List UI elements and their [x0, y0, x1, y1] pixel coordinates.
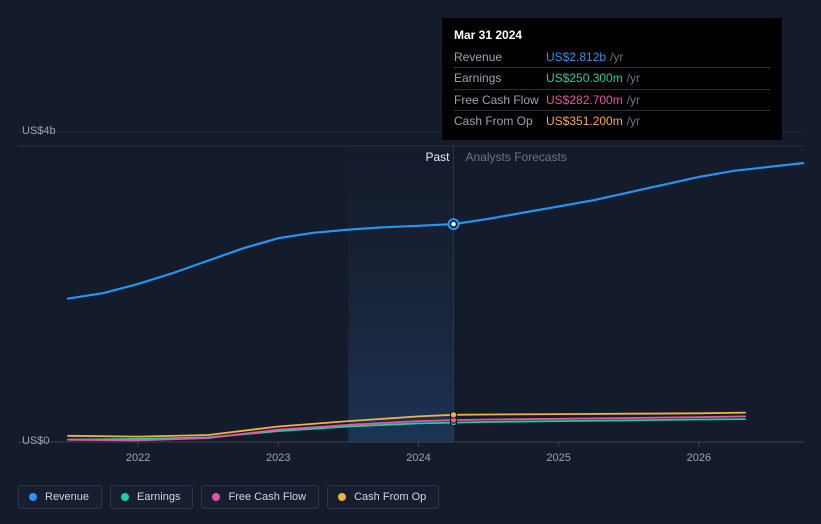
tooltip-row-label: Revenue	[454, 48, 546, 67]
tooltip-row-unit: /yr	[627, 112, 640, 131]
y-axis-label: US$0	[22, 435, 50, 447]
tooltip-row-label: Earnings	[454, 69, 546, 88]
tooltip-row: Cash From OpUS$351.200m/yr	[454, 110, 770, 132]
legend-dot-icon	[212, 493, 220, 501]
tooltip-rows: RevenueUS$2.812b/yrEarningsUS$250.300m/y…	[454, 47, 770, 132]
tooltip-row-value: US$351.200m	[546, 112, 623, 131]
tooltip-row: EarningsUS$250.300m/yr	[454, 67, 770, 89]
legend-dot-icon	[338, 493, 346, 501]
legend-item-fcf[interactable]: Free Cash Flow	[201, 485, 319, 509]
tooltip-row-unit: /yr	[610, 48, 623, 67]
tooltip-date: Mar 31 2024	[454, 26, 770, 45]
x-axis-label: 2026	[687, 452, 711, 464]
legend: Revenue Earnings Free Cash Flow Cash From O…	[18, 485, 439, 509]
x-axis-label: 2022	[126, 452, 150, 464]
tooltip-row-value: US$250.300m	[546, 69, 623, 88]
tooltip-row-value: US$2.812b	[546, 48, 606, 67]
tooltip-row-value: US$282.700m	[546, 91, 623, 110]
legend-item-revenue[interactable]: Revenue	[18, 485, 102, 509]
legend-dot-icon	[29, 493, 37, 501]
tooltip-row-label: Free Cash Flow	[454, 91, 546, 110]
legend-label: Cash From Op	[354, 491, 426, 503]
tooltip-row-unit: /yr	[627, 69, 640, 88]
legend-dot-icon	[121, 493, 129, 501]
tooltip-row: RevenueUS$2.812b/yr	[454, 47, 770, 68]
x-axis-label: 2025	[546, 452, 570, 464]
tooltip-row-label: Cash From Op	[454, 112, 546, 131]
label-forecasts: Analysts Forecasts	[466, 150, 567, 164]
legend-label: Revenue	[45, 491, 89, 503]
tooltip-row: Free Cash FlowUS$282.700m/yr	[454, 89, 770, 111]
label-past: Past	[414, 150, 450, 164]
legend-item-cfo[interactable]: Cash From Op	[327, 485, 439, 509]
legend-label: Earnings	[137, 491, 180, 503]
tooltip-row-unit: /yr	[627, 91, 640, 110]
hover-tooltip: Mar 31 2024 RevenueUS$2.812b/yrEarningsU…	[442, 18, 782, 140]
x-axis-label: 2024	[406, 452, 430, 464]
y-axis-label: US$4b	[22, 125, 56, 137]
x-axis-label: 2023	[266, 452, 290, 464]
legend-item-earnings[interactable]: Earnings	[110, 485, 193, 509]
legend-label: Free Cash Flow	[228, 491, 306, 503]
